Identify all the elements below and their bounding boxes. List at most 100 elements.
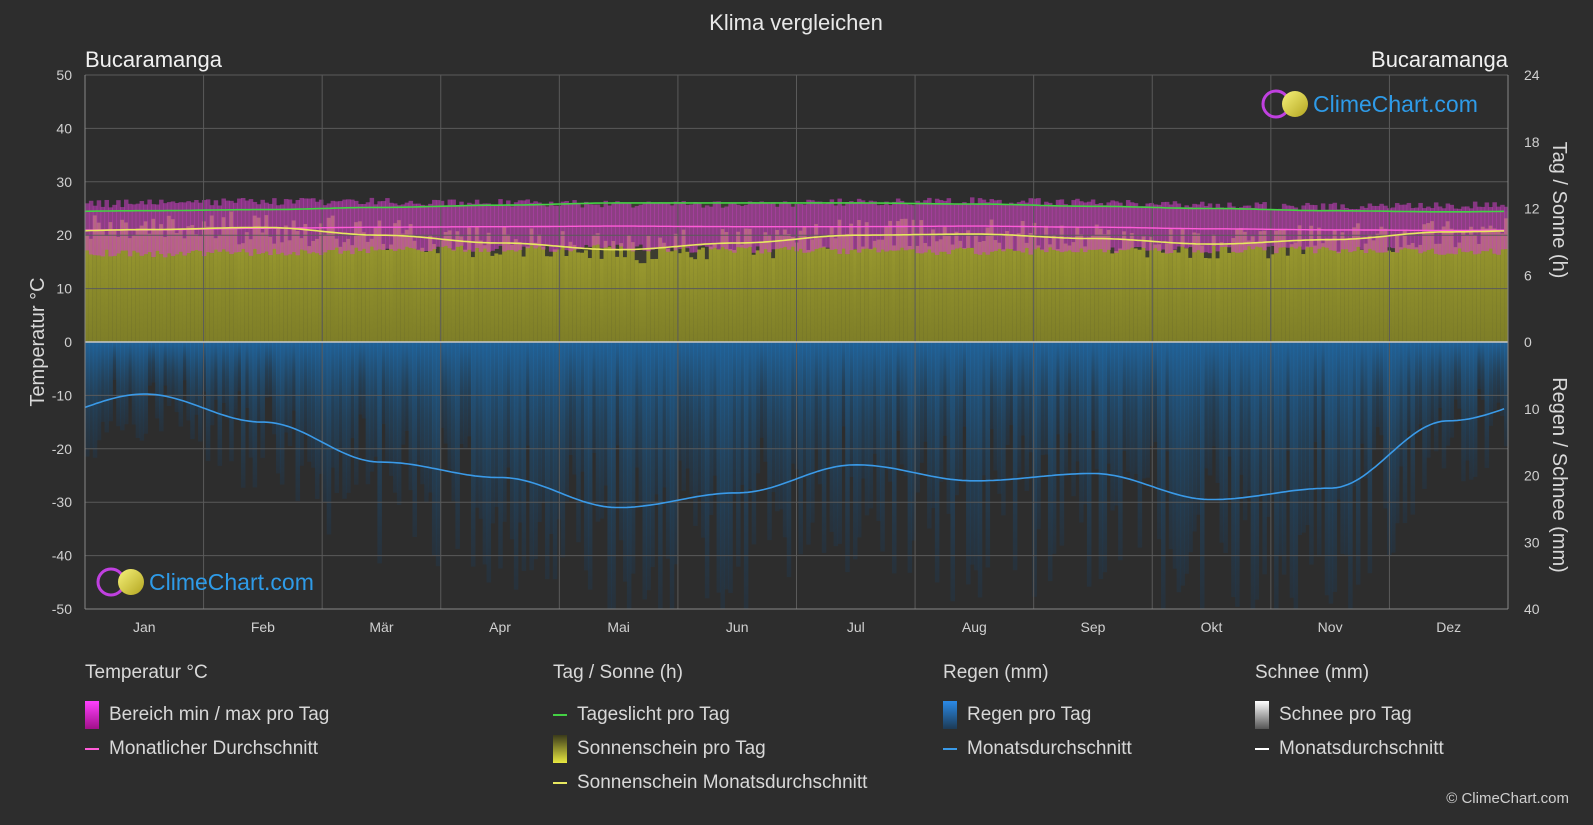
sunshine-day-bar bbox=[630, 242, 636, 342]
sunshine-day-bar bbox=[291, 220, 297, 342]
y-left-tick-label: 30 bbox=[56, 174, 72, 190]
sunshine-day-bar bbox=[1355, 223, 1361, 342]
sunshine-day-bar bbox=[295, 231, 301, 342]
rain-day-bar bbox=[860, 342, 866, 479]
sunshine-day-bar bbox=[1254, 243, 1260, 342]
rain-day-bar bbox=[997, 342, 1002, 494]
rain-day-bar bbox=[1281, 342, 1287, 575]
sunshine-day-bar bbox=[517, 241, 523, 342]
sunshine-day-bar bbox=[1207, 258, 1213, 342]
sunshine-day-bar bbox=[833, 238, 839, 342]
temp-range-day-bar bbox=[552, 205, 558, 252]
sunshine-day-bar bbox=[174, 233, 180, 342]
temp-range-day-bar bbox=[591, 204, 597, 246]
rain-day-bar bbox=[1437, 342, 1443, 408]
rain-day-bar bbox=[946, 342, 952, 514]
sunshine-day-bar bbox=[482, 245, 488, 342]
legend-rain-title: Regen (mm) bbox=[943, 662, 1049, 683]
sunshine-day-bar bbox=[895, 221, 901, 342]
sunshine-day-bar bbox=[732, 249, 737, 342]
rain-day-bar bbox=[447, 342, 453, 470]
rain-day-bar bbox=[1184, 342, 1189, 574]
sunshine-day-bar bbox=[381, 243, 386, 342]
rain-day-bar bbox=[1125, 342, 1131, 472]
rain-day-bar bbox=[856, 342, 862, 538]
temp-range-day-bar bbox=[919, 202, 924, 254]
temp-range-day-bar bbox=[638, 204, 644, 245]
temp-range-day-bar bbox=[1500, 204, 1505, 250]
temp-range-day-bar bbox=[697, 202, 702, 247]
temp-range-day-bar bbox=[498, 199, 503, 246]
sunshine-day-bar bbox=[1024, 242, 1030, 342]
temp-range-day-bar bbox=[190, 202, 195, 252]
rain-day-bar bbox=[326, 342, 332, 535]
temp-range-day-bar bbox=[708, 206, 714, 250]
sunshine-day-bar bbox=[997, 242, 1002, 342]
rain-day-bar bbox=[283, 342, 289, 433]
sunshine-day-bar bbox=[576, 252, 581, 342]
temp-range-day-bar bbox=[732, 202, 737, 253]
x-tick-label: Okt bbox=[1201, 619, 1223, 635]
temp-range-day-bar bbox=[1098, 203, 1104, 250]
y-right-bottom-tick-label: 40 bbox=[1524, 601, 1540, 617]
rain-day-bar bbox=[1445, 342, 1451, 446]
rain-day-bar bbox=[237, 342, 242, 392]
rain-day-bar bbox=[1371, 342, 1377, 451]
x-tick-label: Jul bbox=[847, 619, 865, 635]
temp-range-day-bar bbox=[1184, 205, 1189, 249]
rain-day-bar bbox=[131, 342, 137, 425]
rain-day-bar bbox=[1196, 342, 1201, 515]
rain-day-bar bbox=[307, 342, 312, 462]
daylight-line bbox=[85, 202, 1505, 213]
temp-range-day-bar bbox=[716, 201, 722, 250]
sunshine-day-bar bbox=[1063, 243, 1069, 342]
sunshine-day-bar bbox=[1437, 243, 1443, 342]
temp-range-day-bar bbox=[221, 198, 226, 250]
sunshine-day-bar bbox=[205, 226, 211, 342]
rain-day-bar bbox=[1040, 342, 1045, 456]
rain-day-bar bbox=[1028, 342, 1033, 453]
sunshine-day-bar bbox=[123, 222, 129, 342]
sunshine-day-bar bbox=[775, 229, 780, 342]
rain-day-bar bbox=[205, 342, 211, 462]
temp-range-day-bar bbox=[810, 200, 815, 252]
rain-day-bar bbox=[166, 342, 172, 406]
sunshine-day-bar bbox=[416, 249, 421, 342]
temp-range-day-bar bbox=[439, 200, 445, 248]
rain-day-bar bbox=[151, 342, 156, 383]
temp-range-day-bar bbox=[1320, 203, 1326, 247]
rain-day-bar bbox=[1332, 342, 1338, 592]
legend-item: Schnee pro Tag bbox=[1279, 704, 1412, 725]
temp-range-day-bar bbox=[1024, 202, 1030, 248]
rain-day-bar bbox=[198, 342, 203, 442]
temp-range-day-bar bbox=[677, 202, 683, 249]
rain-day-bar bbox=[509, 342, 515, 540]
sunshine-day-bar bbox=[845, 233, 850, 342]
temp-range-day-bar bbox=[1118, 202, 1123, 250]
y-left-tick-label: 40 bbox=[56, 120, 72, 136]
legend-item: Regen pro Tag bbox=[967, 704, 1092, 725]
rain-day-bar bbox=[459, 342, 464, 445]
rain-day-bar bbox=[689, 342, 694, 495]
rain-day-bar bbox=[1472, 342, 1478, 477]
sunshine-day-bar bbox=[665, 249, 671, 342]
sunshine-day-bar bbox=[720, 229, 725, 342]
rain-day-bar bbox=[416, 342, 421, 462]
rain-day-bar bbox=[155, 342, 160, 419]
rain-day-bar bbox=[186, 342, 191, 421]
rain-day-bar bbox=[1500, 342, 1505, 416]
rain-day-bar bbox=[775, 342, 780, 512]
rain-day-bar bbox=[591, 342, 597, 453]
rain-day-bar bbox=[564, 342, 570, 502]
rain-day-bar bbox=[872, 342, 878, 454]
rain-day-bar bbox=[821, 342, 827, 553]
sunshine-day-bar bbox=[108, 222, 113, 342]
sunshine-day-bar bbox=[1379, 226, 1384, 342]
sunshine-day-bar bbox=[369, 238, 375, 342]
sunshine-day-bar bbox=[221, 217, 226, 342]
sunshine-day-bar bbox=[876, 239, 881, 342]
rain-day-bar bbox=[1005, 342, 1010, 446]
sunshine-day-bar bbox=[1426, 223, 1431, 342]
temp-range-day-bar bbox=[287, 199, 293, 255]
temp-range-day-bar bbox=[1359, 206, 1365, 250]
